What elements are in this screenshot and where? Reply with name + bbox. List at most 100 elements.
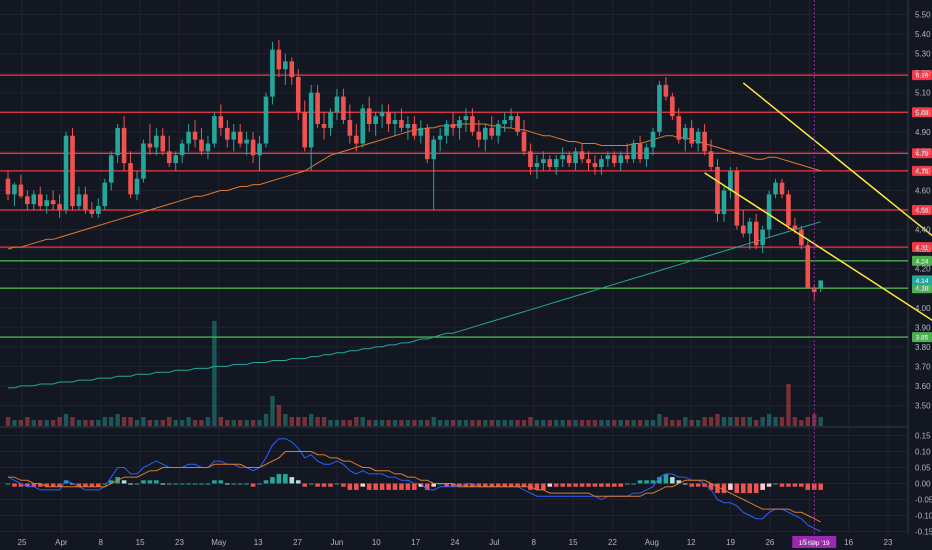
price-tick-label: 4.10 xyxy=(915,284,931,293)
macd-histogram-bar xyxy=(25,483,30,487)
volume-bar xyxy=(212,321,217,426)
volume-bar xyxy=(444,420,449,426)
candle-body xyxy=(141,143,146,179)
candle-body xyxy=(418,127,424,136)
volume-bar xyxy=(799,420,804,426)
macd-histogram-bar xyxy=(476,483,482,487)
candle-body xyxy=(741,225,746,234)
candle-body xyxy=(476,131,482,140)
time-tick-label: 15 xyxy=(569,538,578,547)
volume-bar xyxy=(31,420,36,426)
candle-body xyxy=(5,178,11,195)
volume-bar xyxy=(218,417,224,426)
macd-histogram-bar xyxy=(289,477,295,484)
cursor-line: 10 Sep '19 xyxy=(792,0,837,548)
volume-bar xyxy=(483,420,488,426)
macd-histogram-bar xyxy=(792,483,798,487)
macd-histogram-bar xyxy=(495,483,501,487)
resistance-level-badge xyxy=(912,148,932,159)
price-tick-label: 5.10 xyxy=(915,89,931,98)
volume-bar xyxy=(386,420,391,426)
volume-bar xyxy=(631,420,636,426)
volume-bar xyxy=(360,417,365,426)
macd-histogram-bar xyxy=(811,483,817,490)
candle-body xyxy=(289,61,295,78)
volume-bar xyxy=(554,420,559,426)
macd-histogram-bar xyxy=(321,483,327,487)
volume-bar xyxy=(515,420,520,426)
macd-histogram-bar xyxy=(670,477,675,484)
time-tick-label: 27 xyxy=(293,538,302,547)
candle-body xyxy=(225,127,230,140)
resistance-level-badge xyxy=(912,107,932,118)
volume-bar xyxy=(805,417,810,426)
macd-histogram-bar xyxy=(566,483,572,487)
macd-histogram-bar xyxy=(534,483,540,490)
price-tick-label: 4.70 xyxy=(915,167,931,176)
volume-bar xyxy=(663,417,669,426)
volume-bar xyxy=(521,420,527,426)
candle-body xyxy=(521,131,527,152)
horizontal-levels[interactable]: 5.19 5.00 4.79 4.70 4.50 4.31 4.24 4.10 3.85 4.14 xyxy=(0,70,932,343)
macd-histogram-bar xyxy=(166,483,172,485)
candle-body xyxy=(128,163,133,195)
macd-tick-label: 0.00 xyxy=(915,480,931,489)
candle-body xyxy=(244,139,249,144)
candle-body xyxy=(321,123,327,128)
macd-histogram-bar xyxy=(121,480,127,484)
macd-histogram-bar xyxy=(295,480,301,484)
price-tick-label: 4.90 xyxy=(915,128,931,137)
volume-bar xyxy=(57,417,62,426)
candle-body xyxy=(805,245,811,289)
resistance-level-badge-label: 4.70 xyxy=(916,168,929,175)
macd-histogram-bar xyxy=(734,483,740,494)
time-tick-label: 12 xyxy=(687,538,696,547)
macd-histogram-bar xyxy=(779,483,785,487)
candle-body xyxy=(695,131,701,144)
candle-body xyxy=(702,131,707,152)
candle-body xyxy=(179,143,185,156)
last-price-badge xyxy=(912,275,932,286)
candle-body xyxy=(354,135,359,144)
candle-body xyxy=(644,147,649,160)
price-tick-label: 3.70 xyxy=(915,362,931,371)
candle-body xyxy=(592,163,598,167)
macd-histogram-bar xyxy=(96,483,101,487)
price-tick-label: 5.30 xyxy=(915,50,931,59)
time-tick-label: 23 xyxy=(884,538,893,547)
candle-body xyxy=(44,200,49,207)
support-level-badge-label: 4.10 xyxy=(916,286,929,293)
volume-bar xyxy=(579,420,585,426)
candle-body xyxy=(205,143,211,152)
macd-histogram-bar xyxy=(89,483,95,487)
candle-body xyxy=(83,194,88,210)
macd-tick-label: -0.05 xyxy=(915,496,932,505)
candle-body xyxy=(186,131,191,144)
volume-bar xyxy=(405,420,411,426)
volume-bar xyxy=(670,420,675,426)
candle-body xyxy=(366,108,372,124)
candle-body xyxy=(444,123,449,136)
volume-bar xyxy=(186,417,191,426)
resistance-level-badge-label: 5.19 xyxy=(916,73,929,80)
candle-body xyxy=(566,155,572,164)
volume-bar xyxy=(379,420,385,426)
volume-bar xyxy=(625,420,630,426)
time-tick-label: Apr xyxy=(55,538,68,547)
candle-body xyxy=(779,182,785,195)
price-tick-label: 5.40 xyxy=(915,30,931,39)
macd-histogram-bar xyxy=(360,483,366,487)
macd-histogram-bar xyxy=(18,483,24,487)
volume-bar xyxy=(702,417,707,426)
candle-body xyxy=(115,127,120,156)
volume-bar xyxy=(141,417,146,426)
candle-body xyxy=(766,194,772,230)
candle-body xyxy=(760,229,765,246)
volume-bar xyxy=(179,420,185,426)
macd-histogram-bar xyxy=(12,483,17,487)
candle-body xyxy=(250,139,256,156)
trend-channel[interactable] xyxy=(704,82,932,357)
candle-body xyxy=(405,123,411,128)
volume-bar xyxy=(225,420,230,426)
